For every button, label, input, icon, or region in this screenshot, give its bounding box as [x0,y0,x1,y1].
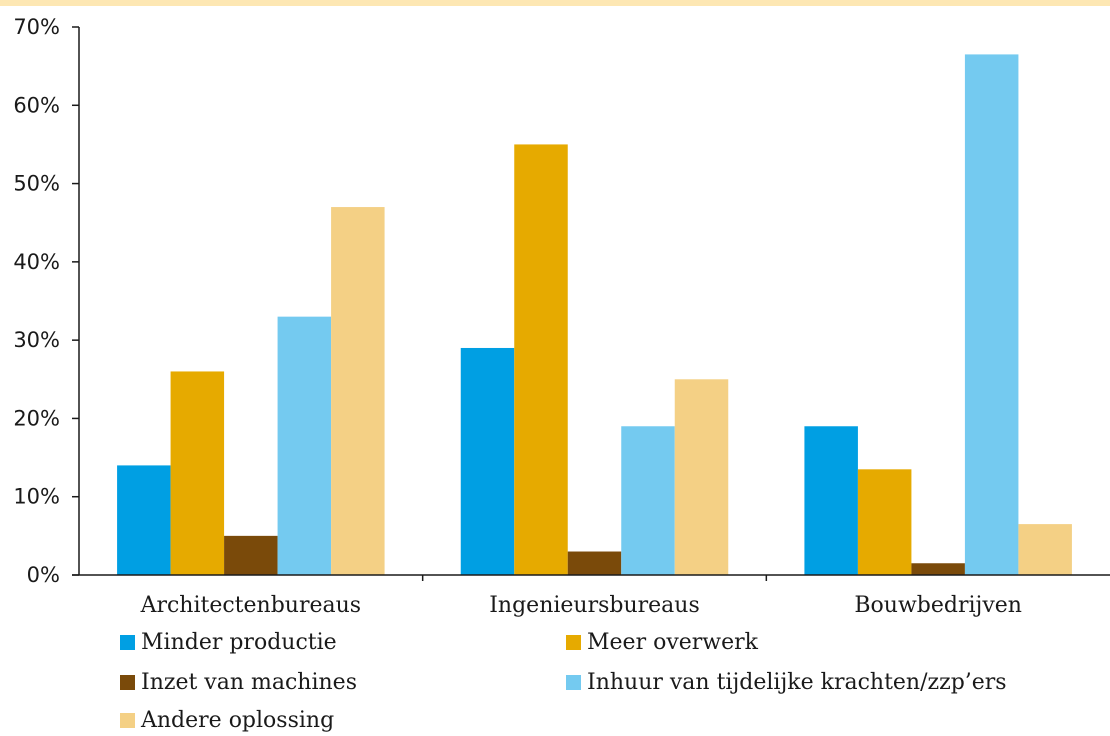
legend-item: Inzet van machines [120,666,357,698]
legend-swatch [120,634,135,650]
bar [331,207,385,576]
bar [117,465,171,575]
y-tick-label: 50% [13,172,60,196]
legend-label: Inzet van machines [141,669,357,695]
legend-item: Meer overwerk [566,626,758,658]
y-tick-label: 0% [27,563,60,587]
bar [911,563,965,575]
bar [964,54,1019,575]
y-tick-label: 20% [13,406,60,430]
bars [117,54,1072,576]
y-tick-label: 30% [13,328,60,352]
legend-item: Minder productie [120,626,337,658]
x-tick-label: Architectenbureaus [140,593,362,618]
bar [1018,524,1072,575]
bar [277,316,332,575]
bar [674,379,729,575]
bar [460,347,515,575]
y-axis: 0% 10% 20% 30% 40% 50% 60% 70% [13,15,80,587]
bar [567,551,622,575]
legend-swatch [120,674,135,690]
legend-swatch [120,712,135,728]
legend-swatch [566,674,581,690]
legend-item: Andere oplossing [120,704,334,736]
x-tick-label: Ingenieursbureaus [489,593,700,618]
bar-chart: 0% 10% 20% 30% 40% 50% 60% 70% Architectenburea… [13,15,1110,618]
bar [514,144,568,575]
y-tick-label: 70% [13,15,60,39]
top-accent-bar [0,0,1110,6]
bar [857,469,912,575]
x-axis: Architectenbureaus Ingenieursbureaus Bouwb… [72,574,1110,618]
bar [224,535,278,575]
bar [804,426,858,575]
legend-swatch [566,634,581,650]
bar [170,371,225,575]
legend-label: Meer overwerk [587,629,758,655]
bar [621,426,675,575]
y-tick-label: 40% [13,250,60,274]
legend-label: Minder productie [141,629,337,655]
x-tick-label: Bouwbedrijven [854,593,1022,618]
legend-item: Inhuur van tijdelijke krachten/zzp’ers [566,666,1007,698]
y-tick-label: 10% [13,485,60,509]
legend-label: Andere oplossing [141,707,335,733]
legend-label: Inhuur van tijdelijke krachten/zzp’ers [587,669,1007,695]
y-tick-label: 60% [13,93,60,117]
